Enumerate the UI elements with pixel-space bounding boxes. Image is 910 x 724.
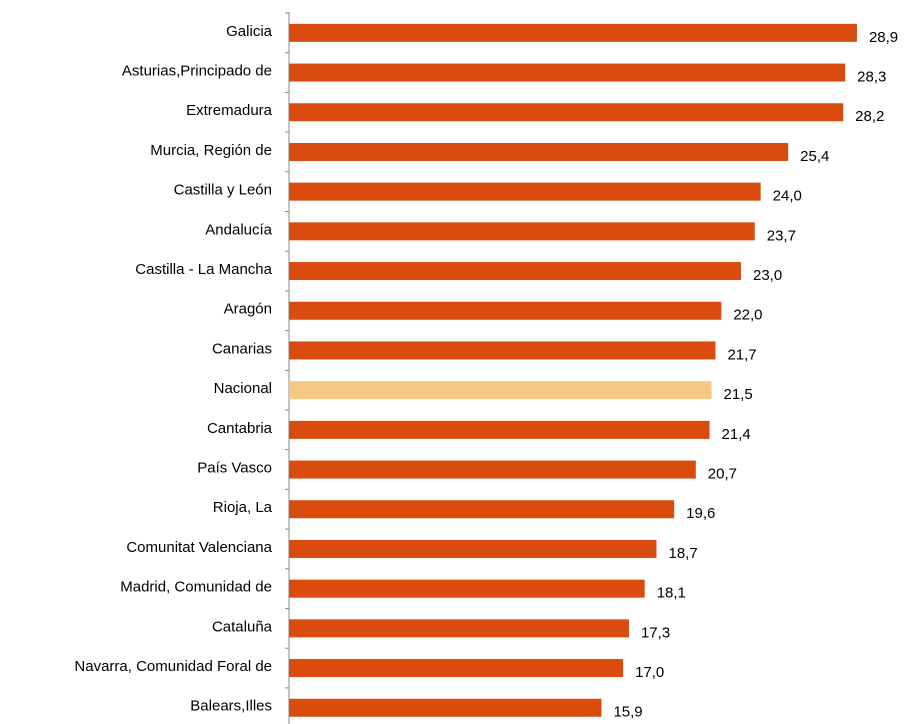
category-label: Asturias,Principado de	[122, 63, 272, 80]
value-label: 15,9	[613, 704, 642, 721]
bar	[289, 63, 846, 82]
category-label: Nacional	[214, 380, 272, 397]
value-label: 18,7	[668, 545, 697, 562]
value-label: 24,0	[773, 188, 802, 205]
category-label: Extremadura	[186, 102, 273, 119]
bar	[289, 500, 675, 519]
value-label: 22,0	[733, 307, 762, 324]
value-label: 17,0	[635, 664, 664, 681]
category-label: Canarias	[212, 340, 272, 357]
category-label: Comunitat Valenciana	[126, 539, 272, 556]
value-label: 23,7	[767, 227, 796, 244]
category-label: Navarra, Comunidad Foral de	[74, 658, 272, 675]
bar	[289, 698, 602, 717]
value-label: 28,3	[857, 69, 886, 86]
value-label: 20,7	[708, 466, 737, 483]
value-label: 21,7	[727, 346, 756, 363]
bar	[289, 579, 645, 598]
category-label: Cantabria	[207, 420, 273, 437]
value-label: 28,9	[869, 29, 898, 46]
category-label: Madrid, Comunidad de	[120, 579, 272, 596]
category-label: Galicia	[226, 23, 273, 40]
category-label: Cataluña	[212, 618, 273, 635]
category-label: Aragón	[224, 301, 272, 318]
value-label: 21,5	[724, 386, 753, 403]
category-label: Andalucía	[205, 221, 272, 238]
bar	[289, 659, 624, 678]
value-label: 21,4	[722, 426, 751, 443]
value-label: 23,0	[753, 267, 782, 284]
bar	[289, 142, 789, 161]
category-label: Rioja, La	[213, 499, 273, 516]
bar	[289, 262, 741, 281]
category-label: Castilla - La Mancha	[135, 261, 272, 278]
value-label: 28,2	[855, 108, 884, 125]
value-label: 17,3	[641, 624, 670, 641]
value-label: 19,6	[686, 505, 715, 522]
bar	[289, 420, 710, 439]
value-label: 18,1	[657, 585, 686, 602]
bar	[289, 222, 755, 241]
category-label: País Vasco	[197, 460, 272, 477]
bar	[289, 341, 716, 360]
value-label: 25,4	[800, 148, 829, 165]
bar	[289, 619, 629, 638]
bar	[289, 182, 761, 201]
bar	[289, 103, 844, 122]
bar	[289, 460, 696, 479]
category-label: Castilla y León	[174, 182, 272, 199]
bar	[289, 539, 657, 558]
category-label: Balears,Illes	[190, 698, 272, 715]
category-label: Murcia, Región de	[150, 142, 272, 159]
bar	[289, 23, 857, 42]
bar	[289, 301, 722, 320]
bar	[289, 381, 712, 400]
